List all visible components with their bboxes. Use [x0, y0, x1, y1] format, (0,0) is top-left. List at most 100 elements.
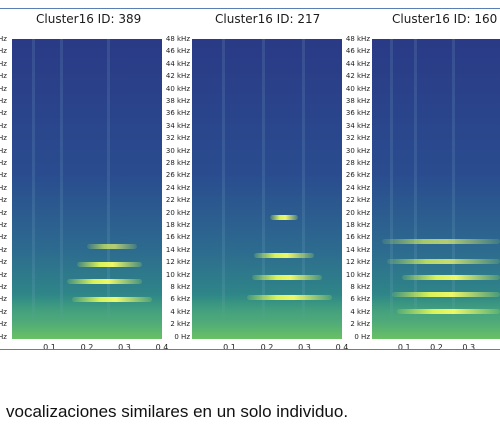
frequency-tick-label: 18 kHz — [345, 221, 370, 229]
frequency-tick-label: Hz — [0, 84, 7, 93]
frequency-tick-label: 26 kHz — [165, 171, 190, 180]
frequency-tick-label: 46 kHz — [165, 47, 190, 56]
frequency-tick-label: 42 kHz — [165, 72, 190, 81]
frequency-tick-label: 36 kHz — [345, 109, 370, 118]
frequency-tick-label: Hz — [0, 258, 7, 267]
panel-1-title: Cluster16 ID: 389 — [36, 12, 142, 26]
time-tick-label: 0.2 — [430, 343, 443, 350]
frequency-tick-label: 4 kHz — [350, 307, 370, 316]
time-tick-label: 0.1 — [43, 343, 56, 350]
time-tick-label: 0.3 — [298, 343, 311, 350]
harmonic-band — [72, 297, 152, 302]
harmonic-band — [392, 292, 500, 297]
frequency-tick-label: Hz — [0, 59, 7, 68]
frequency-tick-label: Hz — [0, 245, 7, 254]
frequency-tick-label: 8 kHz — [350, 283, 370, 291]
time-tick-label: 0.4 — [335, 343, 349, 350]
frequency-tick-label: 10 kHz — [345, 270, 370, 279]
harmonic-band — [87, 244, 137, 249]
frequency-tick-label: 26 kHz — [345, 171, 370, 180]
frequency-tick-label: 38 kHz — [165, 97, 190, 105]
frequency-tick-label: 10 kHz — [165, 270, 190, 279]
harmonic-band — [77, 262, 142, 267]
frequency-tick-label: 40 kHz — [165, 84, 190, 93]
frequency-tick-label: 30 kHz — [345, 146, 370, 155]
spectrogram-panel-1 — [12, 39, 162, 339]
frequency-tick-label: 14 kHz — [165, 245, 190, 254]
frequency-tick-label: Hz — [0, 283, 7, 291]
frequency-tick-label: 0 Hz — [354, 332, 370, 341]
frequency-tick-label: 40 kHz — [345, 84, 370, 93]
frequency-tick-label: 20 kHz — [345, 208, 370, 217]
spectrogram-panel-3 — [372, 39, 500, 339]
frequency-tick-label: Hz — [0, 159, 7, 167]
frequency-tick-label: Hz — [0, 146, 7, 155]
harmonic-band — [382, 239, 500, 244]
frequency-tick-label: 16 kHz — [345, 233, 370, 242]
frequency-tick-label: Hz — [0, 121, 7, 130]
frequency-tick-label: Hz — [0, 270, 7, 279]
spectrogram-panel-2 — [192, 39, 342, 339]
frequency-tick-label: Hz — [0, 97, 7, 105]
frequency-tick-label: 42 kHz — [345, 72, 370, 81]
harmonic-band — [397, 309, 500, 314]
frequency-tick-label: 46 kHz — [345, 47, 370, 56]
frequency-tick-label: 8 kHz — [170, 283, 190, 291]
frequency-tick-label: 48 kHz — [345, 35, 370, 43]
frequency-tick-label: Hz — [0, 134, 7, 143]
harmonic-band — [247, 295, 332, 300]
frequency-tick-label: 12 kHz — [165, 258, 190, 267]
frequency-tick-label: 18 kHz — [165, 221, 190, 229]
time-tick-label: 0.3 — [462, 343, 476, 350]
time-tick-label: 0.1 — [223, 343, 236, 350]
panel-3-title: Cluster16 ID: 160 — [392, 12, 498, 26]
frequency-tick-label: 32 kHz — [165, 134, 190, 143]
frequency-tick-label: 38 kHz — [345, 97, 370, 105]
time-tick-label: 0.3 — [118, 343, 131, 350]
frequency-tick-label: 34 kHz — [345, 121, 370, 130]
frequency-tick-label: 4 kHz — [170, 307, 190, 316]
frequency-tick-label: 48 kHz — [165, 35, 190, 43]
frequency-tick-label: 6 kHz — [170, 295, 190, 304]
harmonic-band — [402, 275, 500, 280]
frequency-tick-label: 28 kHz — [165, 159, 190, 167]
harmonic-band — [252, 275, 322, 280]
frequency-tick-label: Hz — [0, 171, 7, 180]
harmonic-band — [254, 253, 314, 258]
frequency-tick-label: Hz — [0, 307, 7, 316]
panel-2-title: Cluster16 ID: 217 — [215, 12, 321, 26]
figure-caption: vocalizaciones similares en un solo indi… — [6, 402, 349, 421]
frequency-tick-label: Hz — [0, 47, 7, 56]
time-tick-label: 0.2 — [80, 343, 94, 350]
frequency-tick-label: Hz — [0, 196, 7, 205]
frequency-tick-label: 6 kHz — [350, 295, 370, 304]
frequency-tick-label: 24 kHz — [345, 183, 370, 192]
frequency-tick-label: 20 kHz — [165, 208, 190, 217]
harmonic-band — [67, 279, 142, 284]
time-tick-label: 0.4 — [155, 343, 169, 350]
frequency-tick-label: 0 Hz — [174, 332, 190, 341]
harmonic-band — [270, 215, 298, 220]
frequency-tick-label: 32 kHz — [345, 134, 370, 143]
time-tick-label: 0.2 — [260, 343, 274, 350]
frequency-tick-label: Hz — [0, 183, 7, 192]
frequency-tick-label: Hz — [0, 320, 7, 329]
frequency-tick-label: Hz — [0, 72, 7, 81]
frequency-tick-label: Hz — [0, 332, 7, 341]
spectrogram-figure: Cluster16 ID: 389 Cluster16 ID: 217 Clus… — [0, 8, 500, 350]
frequency-tick-label: 44 kHz — [165, 59, 190, 68]
frequency-tick-label: 30 kHz — [165, 146, 190, 155]
frequency-tick-label: Hz — [0, 109, 7, 118]
frequency-tick-label: Hz — [0, 208, 7, 217]
frequency-tick-label: 36 kHz — [165, 109, 190, 118]
frequency-tick-label: 16 kHz — [165, 233, 190, 242]
harmonic-band — [387, 259, 500, 264]
frequency-tick-label: 34 kHz — [165, 121, 190, 130]
frequency-tick-label: 14 kHz — [345, 245, 370, 254]
frequency-tick-label: 2 kHz — [350, 320, 370, 329]
frequency-tick-label: Hz — [0, 233, 7, 242]
frequency-tick-label: 24 kHz — [165, 183, 190, 192]
frequency-tick-label: Hz — [0, 221, 7, 229]
frequency-tick-label: 12 kHz — [345, 258, 370, 267]
frequency-tick-label: Hz — [0, 35, 7, 43]
